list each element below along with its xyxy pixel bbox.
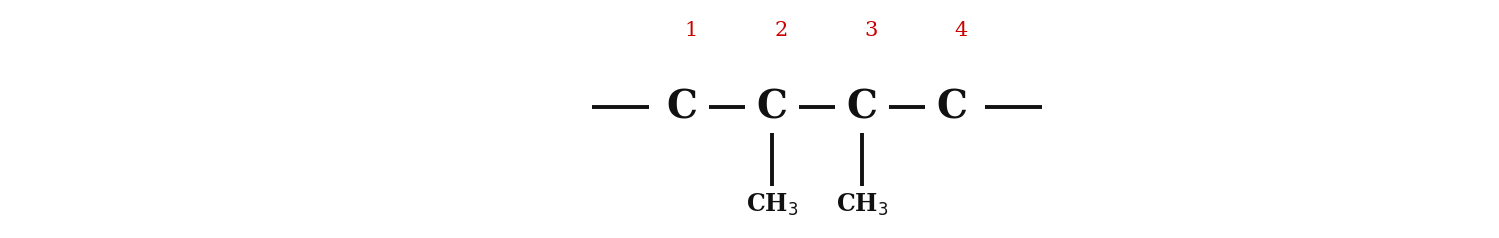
Text: CH$_3$: CH$_3$ [745, 192, 799, 218]
Text: 4: 4 [955, 21, 967, 40]
Text: C: C [757, 88, 787, 126]
Text: C: C [847, 88, 877, 126]
Text: 2: 2 [775, 21, 787, 40]
Text: 3: 3 [865, 21, 877, 40]
Text: C: C [937, 88, 967, 126]
Text: 1: 1 [685, 21, 697, 40]
Text: C: C [667, 88, 697, 126]
Text: CH$_3$: CH$_3$ [835, 192, 889, 218]
